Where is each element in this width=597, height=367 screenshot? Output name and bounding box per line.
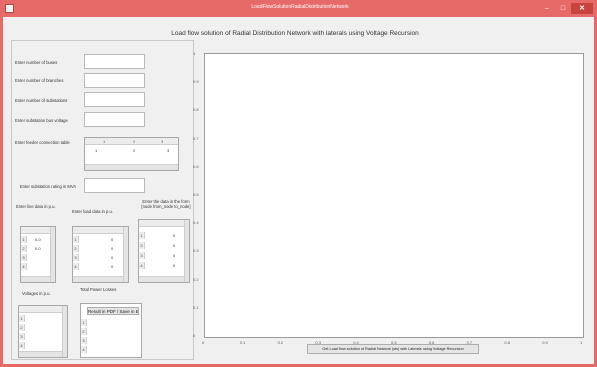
y-tick-label: 0.3	[193, 248, 199, 254]
rating-input[interactable]	[84, 178, 145, 193]
voltage-plot: 1 0.9 0.8 0.7 0.6 0.5 0.4 0.3 0.2 0.1 0 0 0.1 0.2 0.3…	[193, 40, 590, 354]
table-row[interactable]: 3	[19, 333, 67, 340]
app-icon	[5, 4, 14, 13]
x-tick-label: 0.3	[315, 340, 321, 345]
x-tick-label: 0.8	[504, 340, 510, 345]
substations-label: Enter number of substations	[15, 98, 68, 103]
table-row[interactable]: 1 2 3	[95, 148, 170, 153]
minimize-button[interactable]: –	[545, 5, 549, 12]
load-data-label: Enter load data in p.u.	[72, 209, 113, 214]
vertical-scrollbar[interactable]	[62, 306, 67, 357]
table-row[interactable]: 4	[21, 263, 55, 270]
table-row[interactable]: 3	[21, 254, 55, 261]
table-row[interactable]: 4	[81, 346, 141, 353]
table-row[interactable]: 1 0.0	[21, 236, 41, 243]
close-button[interactable]: ✕	[571, 3, 593, 14]
substations-input[interactable]	[84, 92, 145, 107]
y-tick-label: 1	[193, 51, 196, 56]
voltage-input[interactable]	[84, 112, 145, 127]
vertical-scrollbar[interactable]	[50, 227, 55, 282]
x-tick-label: 0.5	[391, 340, 397, 345]
table-row[interactable]: 1	[19, 315, 67, 322]
power-losses-table[interactable]: Result in PDF / Save in EXCEL 1 2 3 4	[80, 303, 142, 358]
branches-input[interactable]	[84, 73, 145, 88]
buses-input[interactable]	[84, 54, 145, 69]
horizontal-scrollbar[interactable]	[85, 164, 178, 170]
run-load-flow-button[interactable]: Get Load flow solution of Radial Network…	[307, 344, 479, 354]
y-tick-label: 0.4	[193, 220, 199, 226]
voltages-label: Voltages in p.u.	[22, 291, 51, 296]
table-row[interactable]: 3	[81, 337, 141, 344]
y-tick-label: 0.9	[193, 79, 199, 85]
window-title: LoadFlowSolutionRadialDistributionNetwor…	[251, 4, 349, 10]
table-row[interactable]: 2	[81, 328, 141, 335]
y-tick-label: 0.8	[193, 107, 199, 113]
y-tick-label: 0.6	[193, 163, 199, 169]
result-pdf-excel-button[interactable]: Result in PDF / Save in EXCEL	[87, 307, 139, 315]
horizontal-scrollbar[interactable]	[139, 276, 189, 282]
horizontal-scrollbar[interactable]	[73, 276, 128, 282]
branches-label: Enter number of branches	[15, 78, 64, 83]
title-bar: LoadFlowSolutionRadialDistributionNetwor…	[0, 0, 597, 17]
table-header: 1 2 3	[85, 138, 178, 145]
voltage-label: Enter substation bus voltage	[15, 118, 68, 123]
window-frame	[0, 17, 597, 367]
line-data-label: Enter line data in p.u.	[16, 204, 56, 209]
distribution-label: Enter the data in the form [node from_no…	[141, 199, 191, 209]
maximize-button[interactable]: □	[560, 5, 566, 12]
y-tick-label: 0	[193, 333, 196, 338]
feeder-table[interactable]: 1 2 3 1 2 3	[84, 137, 179, 171]
buses-label: Enter number of buses	[15, 60, 58, 65]
horizontal-scrollbar[interactable]	[19, 351, 67, 357]
vertical-scrollbar[interactable]	[184, 220, 189, 282]
rating-label: Enter substation rating in MVA	[19, 184, 77, 189]
x-tick-label: 0.1	[239, 340, 246, 345]
x-tick-label: 0	[202, 340, 205, 345]
power-losses-label: Total Power Losses	[80, 287, 117, 292]
line-data-table[interactable]: 1 0.0 2 0.0 3 4	[20, 226, 56, 283]
x-tick-label: 0.9	[542, 340, 548, 345]
table-row[interactable]: 2 0.0	[21, 245, 41, 252]
input-panel: Enter number of buses Enter number of br…	[11, 40, 194, 360]
page-heading: Load flow solution of Radial Distributio…	[171, 30, 419, 37]
plot-axes	[204, 53, 584, 338]
y-tick-label: 0.2	[193, 276, 199, 282]
x-tick-label: 0.7	[466, 340, 473, 345]
x-tick-label: 1	[580, 340, 583, 345]
table-row[interactable]: 1	[81, 319, 141, 326]
x-tick-label: 0.4	[353, 340, 359, 345]
feeder-table-label: Enter feeder connection table	[15, 140, 70, 145]
x-tick-label: 0.6	[428, 340, 435, 345]
y-tick-label: 0.7	[193, 135, 199, 141]
vertical-scrollbar[interactable]	[123, 227, 128, 282]
horizontal-scrollbar[interactable]	[21, 276, 55, 282]
table-row[interactable]: 4	[19, 342, 67, 349]
x-tick-label: 0.2	[277, 340, 284, 345]
y-tick-label: 0.1	[193, 304, 199, 310]
voltages-table[interactable]: 1 2 3 4	[18, 305, 68, 358]
y-tick-label: 0.5	[193, 192, 199, 197]
table-row[interactable]: 2	[19, 324, 67, 331]
